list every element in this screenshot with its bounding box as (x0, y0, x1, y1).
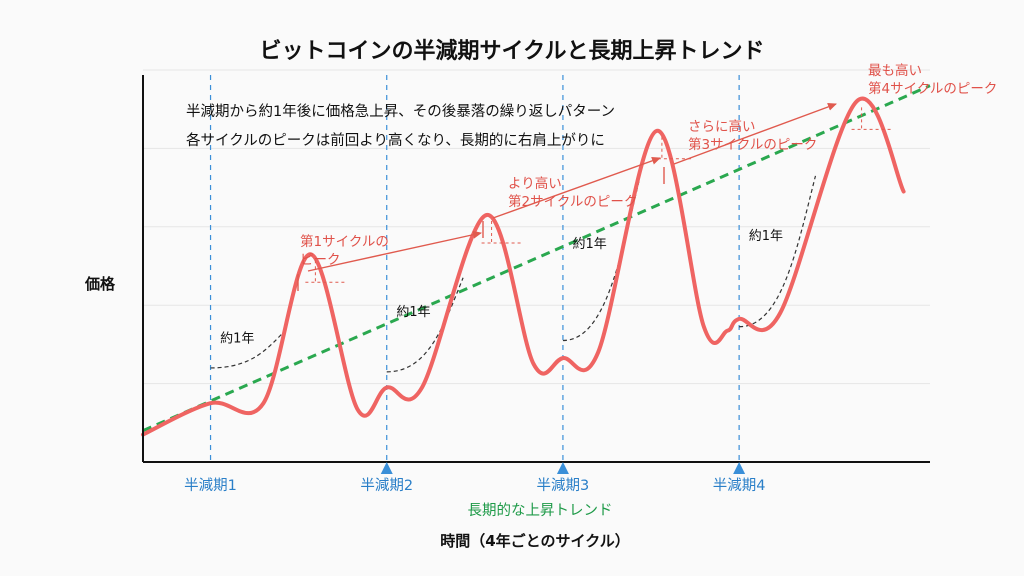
peak-arrow (673, 103, 837, 165)
peak-label: より高い (508, 175, 562, 192)
peak-label: 第1サイクルの (300, 233, 389, 250)
chart-title: ビットコインの半減期サイクルと長期上昇トレンド (260, 39, 765, 64)
peak-label: 第2サイクルのピーク (508, 193, 637, 210)
halving-marker (556, 462, 569, 474)
peak-label: 第3サイクルのピーク (688, 136, 817, 153)
grid (143, 69, 930, 385)
peak-label: ピーク (300, 252, 341, 268)
peak-arrow (492, 156, 661, 219)
halving-marker (733, 462, 746, 474)
halving-lines (209, 75, 740, 462)
peak-label: 第4サイクルのピーク (868, 80, 997, 97)
halving-label: 半減期1 (184, 477, 237, 494)
buildup-label: 約1年 (220, 331, 254, 346)
x-axis-label: 時間（4年ごとのサイクル） (440, 532, 630, 550)
trend-label: 長期的な上昇トレンド (468, 502, 613, 519)
peak-arrow (307, 230, 482, 272)
buildup-curve (386, 277, 464, 373)
peak-label: さらに高い (688, 118, 756, 135)
halving-label: 半減期3 (537, 477, 590, 494)
halving-marker (380, 462, 393, 474)
annotation-line-1: 半減期から約1年後に価格急上昇、その後暴落の繰り返しパターン (186, 103, 615, 120)
y-axis-label: 価格 (84, 275, 116, 293)
buildup-curve (739, 175, 817, 328)
price (141, 96, 906, 437)
halving-labels: 半減期1 半減期2 半減期3 半減期4 (184, 462, 765, 494)
buildup-label: 約1年 (396, 305, 430, 320)
buildup-curve (210, 328, 288, 369)
price-line (141, 96, 906, 437)
buildup-label: 約1年 (573, 237, 607, 252)
annotation-line-2: 各サイクルのピークは前回より高くなり、長期的に右肩上がりに (186, 132, 605, 149)
buildup-label: 約1年 (749, 229, 783, 244)
halving-label: 半減期2 (360, 477, 413, 494)
halving-label: 半減期4 (713, 477, 766, 494)
peak-label: 最も高い (868, 62, 922, 79)
